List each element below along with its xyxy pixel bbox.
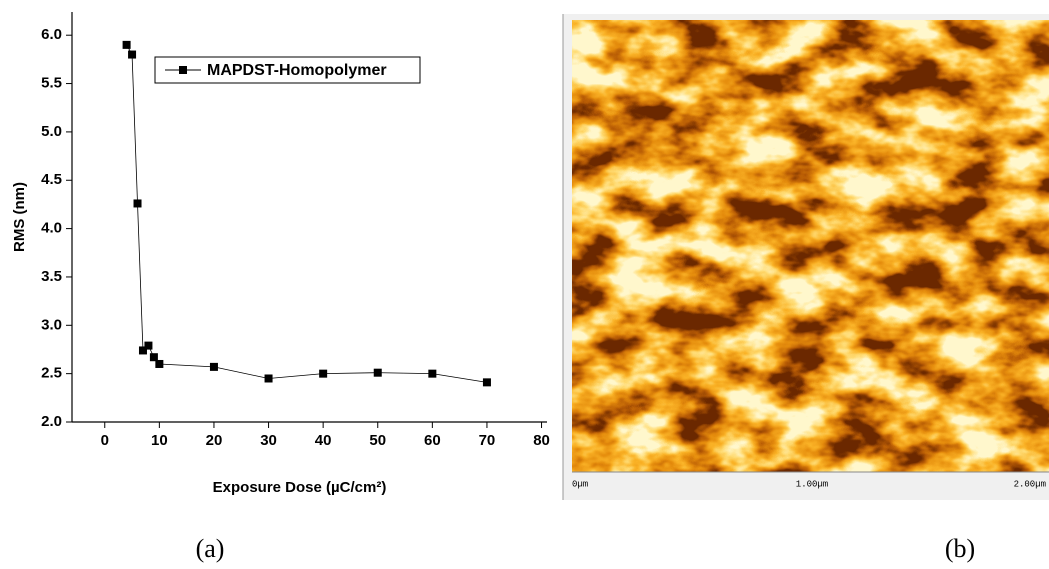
marker <box>373 368 382 377</box>
y-tick-label: 2.5 <box>41 365 62 382</box>
x-axis-title: Exposure Dose (µC/cm²) <box>213 479 387 496</box>
y-axis-title: RMS (nm) <box>11 182 28 252</box>
x-tick-label: 80 <box>533 432 550 449</box>
y-tick-label: 5.0 <box>41 123 62 140</box>
x-tick-label: 10 <box>151 432 168 449</box>
marker <box>144 341 153 350</box>
y-tick-label: 4.5 <box>41 171 62 188</box>
y-tick-label: 4.0 <box>41 220 62 237</box>
panel-label: (a) <box>196 534 225 563</box>
marker <box>482 378 491 387</box>
marker <box>149 353 158 362</box>
panel-label: (b) <box>945 534 975 563</box>
y-tick-label: 3.5 <box>41 268 62 285</box>
marker <box>133 199 142 208</box>
legend-marker <box>179 66 187 74</box>
x-tick-label: 20 <box>206 432 223 449</box>
x-tick-label: 70 <box>479 432 496 449</box>
y-tick-label: 6.0 <box>41 26 62 43</box>
marker <box>428 369 437 378</box>
x-tick-label: 0 <box>101 432 109 449</box>
series-line <box>126 44 488 383</box>
afm-image <box>572 20 1049 472</box>
x-tick-label: 30 <box>260 432 277 449</box>
y-tick-label: 2.0 <box>41 413 62 430</box>
marker <box>122 40 131 49</box>
scale-label: 1.00µm <box>796 479 828 489</box>
chart: 2.0 2.5 3.0 3.5 4.0 4.5 5.0 5.5 6.0 0 10 20 30 40 50 60… <box>11 12 550 496</box>
legend-label: MAPDST-Homopolymer <box>207 62 387 79</box>
y-tick-label: 3.0 <box>41 316 62 333</box>
marker <box>209 362 218 371</box>
marker <box>319 369 328 378</box>
marker <box>128 50 137 59</box>
x-tick-label: 50 <box>369 432 386 449</box>
x-tick-label: 60 <box>424 432 441 449</box>
marker <box>138 346 147 355</box>
x-tick-label: 40 <box>315 432 332 449</box>
scale-label: 0µm <box>572 479 588 489</box>
scale-label: 2.00µm <box>1014 479 1046 489</box>
marker <box>264 374 273 383</box>
marker <box>155 359 164 368</box>
y-tick-label: 5.5 <box>41 75 62 92</box>
